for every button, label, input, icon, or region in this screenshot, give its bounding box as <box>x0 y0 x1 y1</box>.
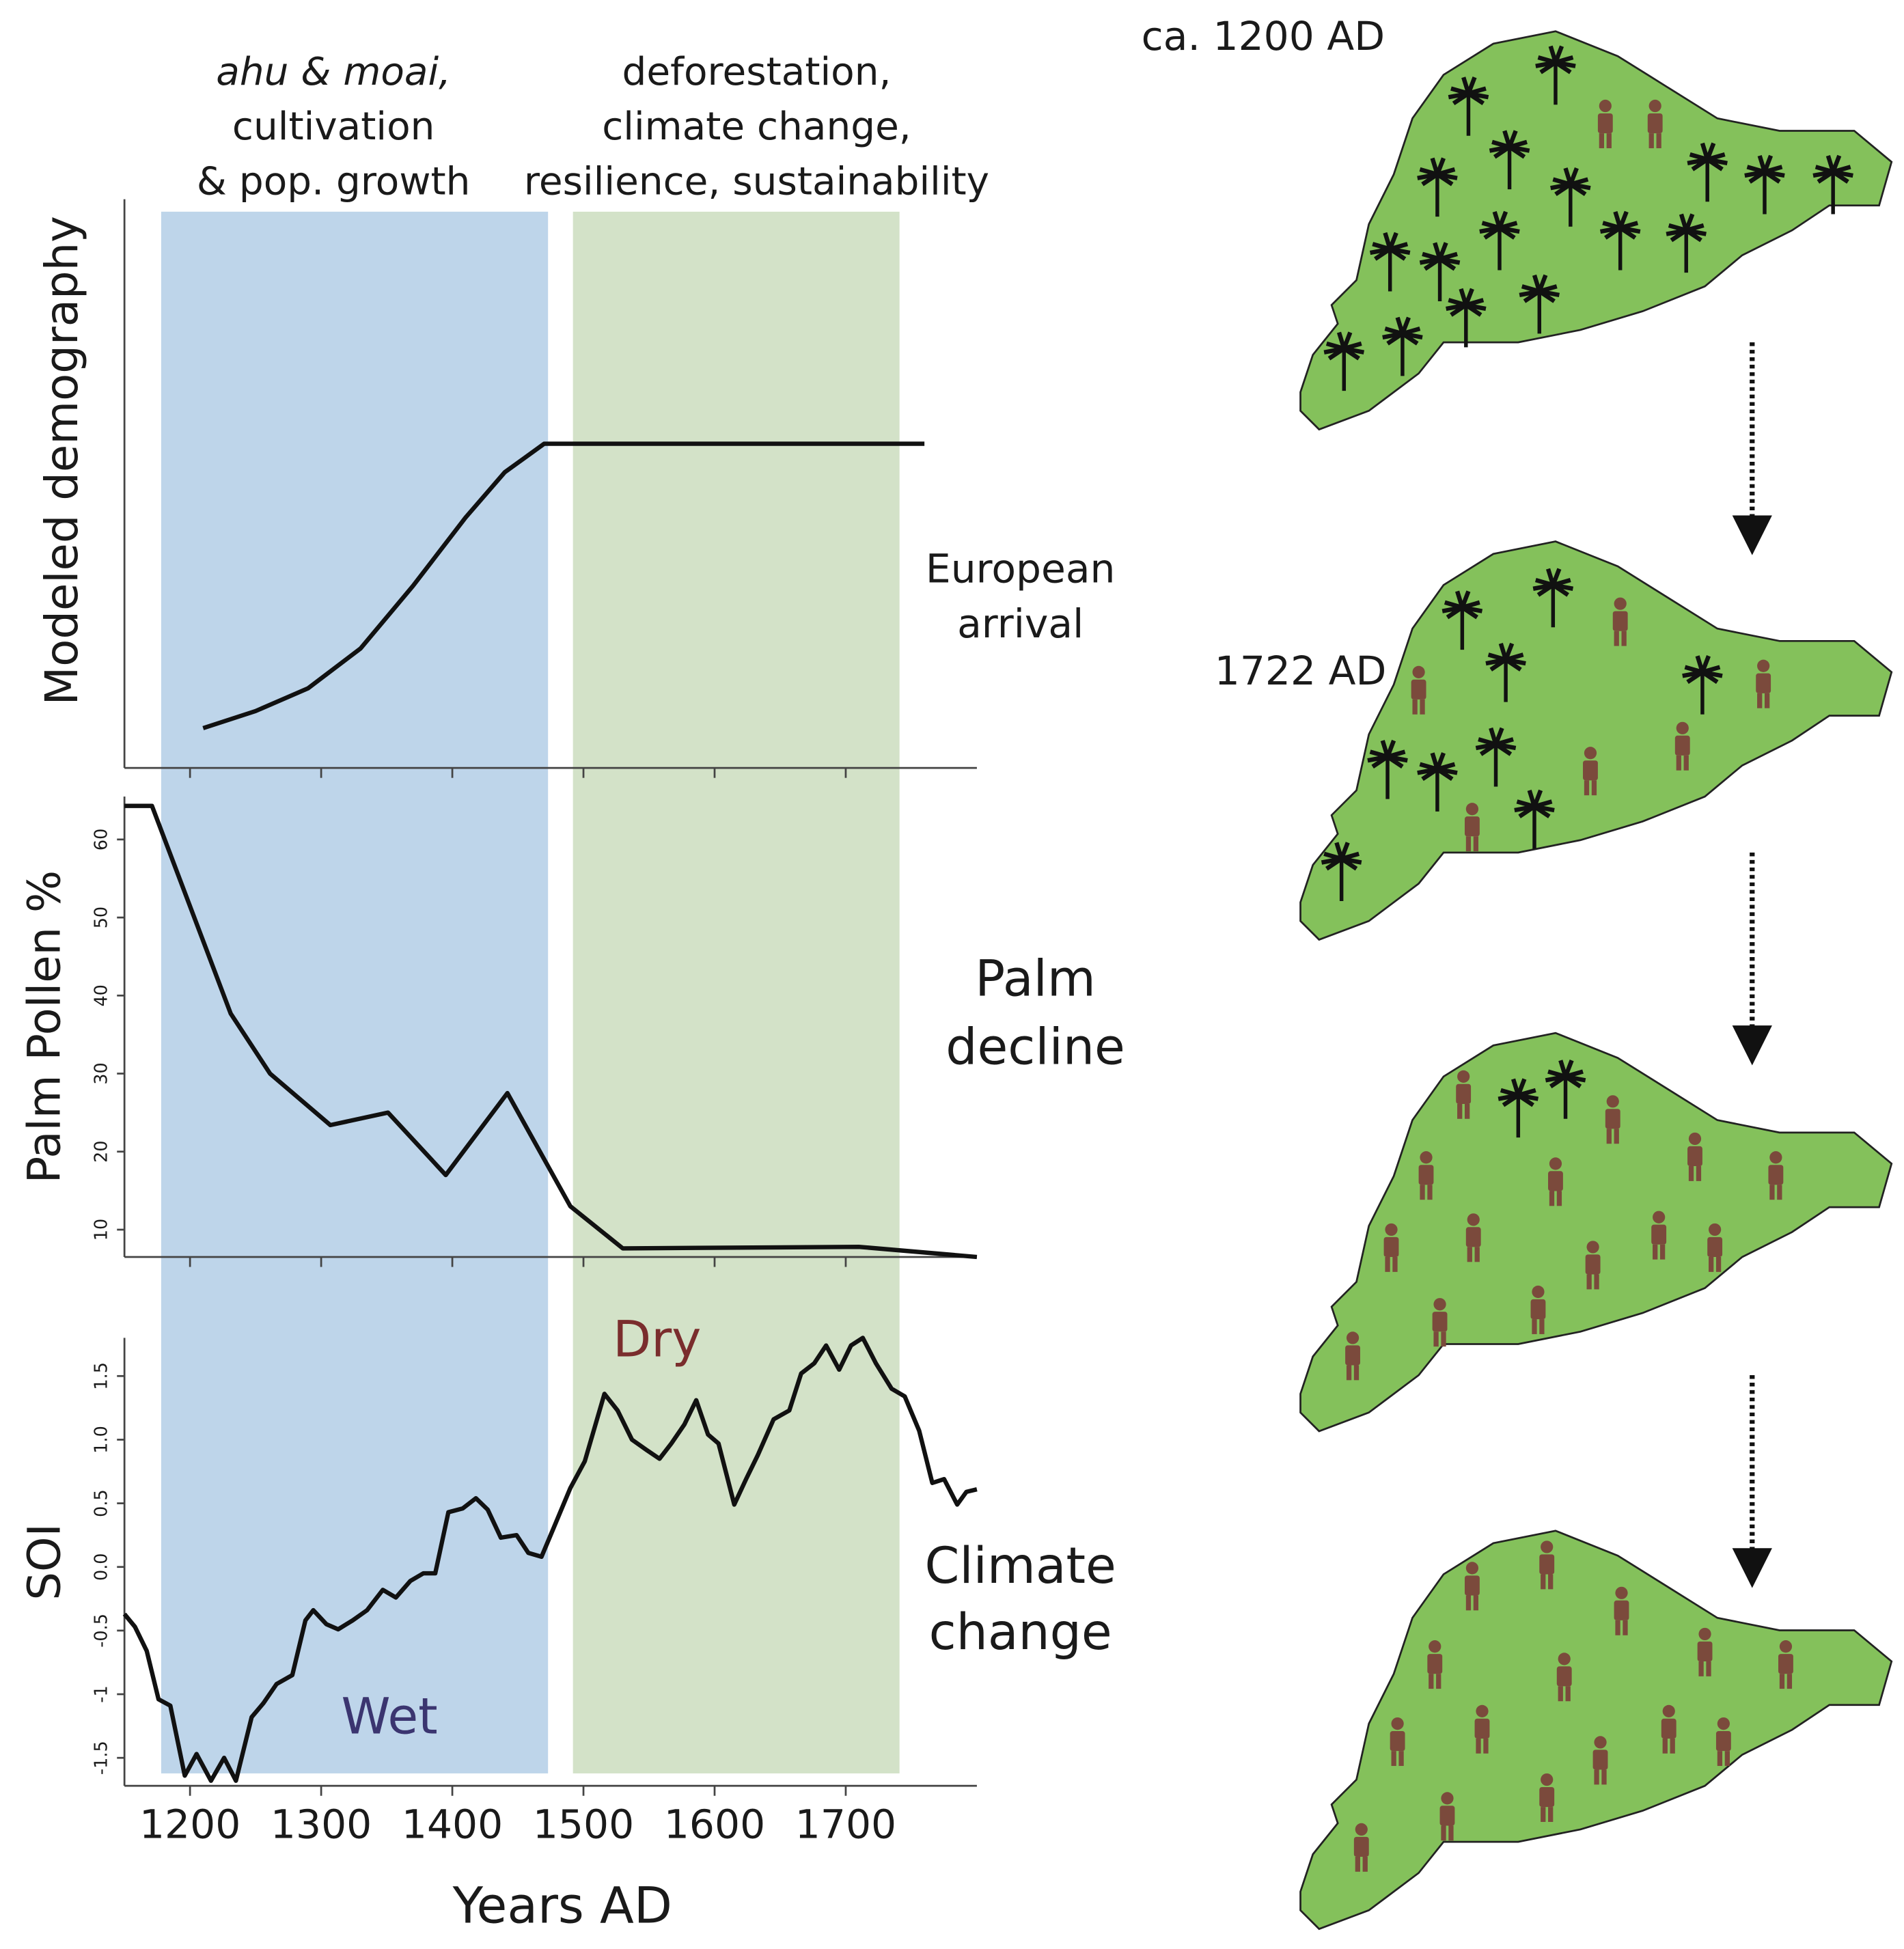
period-label: & pop. growth <box>197 159 470 204</box>
panel-annotation: decline <box>946 1019 1125 1077</box>
regime-label: Dry <box>613 1311 701 1369</box>
period-label: cultivation <box>232 105 434 149</box>
island <box>1299 540 1893 941</box>
x-tick-label: 1500 <box>533 1801 634 1848</box>
period-band <box>572 211 900 1773</box>
maps: ca. 1200 AD 1722 AD <box>1142 13 1893 1931</box>
y-tick-label: 20 <box>92 1141 112 1163</box>
x-tick-label: 1400 <box>402 1801 503 1848</box>
x-tick-label: 1200 <box>139 1801 240 1848</box>
period-label: ahu & moai, <box>216 50 451 94</box>
island <box>1299 30 1893 431</box>
panel-annotation: arrival <box>957 600 1084 647</box>
y-tick-label: 40 <box>92 984 112 1006</box>
period-label: resilience, sustainability <box>524 159 989 204</box>
x-tick-label: 1700 <box>795 1801 896 1848</box>
island <box>1299 1530 1893 1931</box>
x-tick-label: 1600 <box>664 1801 765 1848</box>
data-line <box>124 803 978 1260</box>
period-label: climate change, <box>602 105 911 149</box>
y-axis-label: SOI <box>18 1523 70 1601</box>
y-tick-label: -1.5 <box>92 1741 112 1775</box>
period-label: deforestation, <box>622 50 892 94</box>
y-tick-label: 0.0 <box>92 1553 112 1581</box>
x-tick-label: 1300 <box>271 1801 372 1848</box>
regime-label: Wet <box>342 1688 438 1746</box>
map-label: ca. 1200 AD <box>1142 13 1385 59</box>
y-axis-label: Modeled demography <box>36 216 88 705</box>
y-axis-label: Palm Pollen % <box>18 870 70 1183</box>
y-tick-label: 10 <box>92 1219 112 1241</box>
period-band <box>161 211 549 1773</box>
y-tick-label: -1 <box>92 1685 112 1702</box>
panel-annotation: Palm <box>975 950 1096 1008</box>
x-axis-label: Years AD <box>452 1877 672 1935</box>
data-line <box>202 441 925 730</box>
map-label: 1722 AD <box>1215 648 1387 694</box>
panel-annotation: change <box>929 1603 1112 1661</box>
y-tick-label: 60 <box>92 829 112 851</box>
y-tick-label: 0.5 <box>92 1489 112 1517</box>
panel-annotation: Climate <box>924 1537 1116 1595</box>
panel-annotation: European <box>926 546 1116 592</box>
y-tick-label: 30 <box>92 1062 112 1084</box>
periods <box>161 211 900 1773</box>
y-tick-label: 50 <box>92 907 112 928</box>
y-tick-label: -0.5 <box>92 1614 112 1648</box>
data-line <box>122 1336 978 1783</box>
y-tick-label: 1.5 <box>92 1362 112 1390</box>
y-tick-label: 1.0 <box>92 1426 112 1454</box>
